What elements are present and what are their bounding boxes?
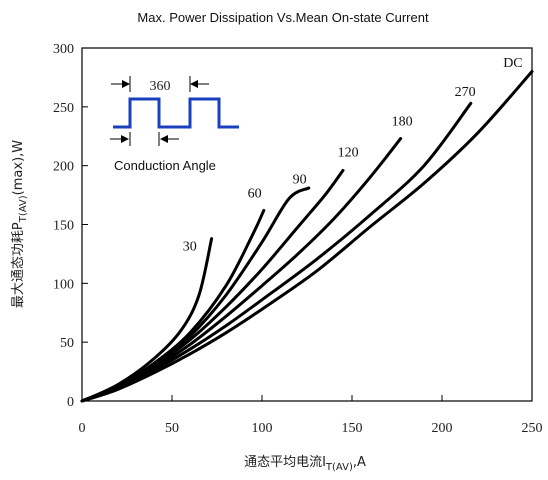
y-tick-label: 50 [60,336,74,351]
inset-angle-arrowhead-left [121,135,129,143]
x-axis-ticks: 0 50 100 150 200 250 [79,395,543,436]
x-tick-label: 100 [252,421,273,436]
series-line-90 [80,186,311,403]
x-tick-label: 250 [522,421,543,436]
y-axis-label: 最大通态功耗PT(AV)(max),W [11,140,29,308]
y-tick-label: 300 [53,42,74,57]
y-tick-label: 200 [53,160,74,175]
series-label-dc: DC [503,56,522,71]
series-label-30: 30 [183,239,197,254]
y-axis-label-main: 最大通态功耗P [11,222,26,308]
inset-period-arrowhead-left [122,80,130,88]
chart-title: Max. Power Dissipation Vs.Mean On-state … [137,10,429,25]
y-axis-label-suffix: (max),W [11,140,26,196]
series-line-dc [80,70,534,403]
x-axis-label: 通态平均电流IT(AV),A [244,455,366,473]
y-tick-label: 150 [53,219,74,234]
series-label-180: 180 [392,115,413,130]
inset-period-arrowhead-right [190,80,198,88]
series-label-120: 120 [338,145,359,160]
y-tick-label: 100 [53,277,74,292]
series-label-60: 60 [248,186,262,201]
x-tick-label: 50 [165,421,179,436]
x-axis-label-suffix: ,A [353,455,366,470]
series-label-270: 270 [455,85,476,100]
x-tick-label: 150 [342,421,363,436]
y-axis-label-sub: T(AV) [18,195,29,223]
y-axis-ticks: 0 50 100 150 200 250 300 [53,42,88,410]
conduction-angle-inset: 360 Conduction Angle [110,76,239,173]
x-axis-label-sub: T(AV) [325,462,353,473]
inset-period-label: 360 [150,79,171,94]
plot-frame [81,47,533,402]
x-axis-label-main: 通态平均电流I [244,455,326,470]
series-line-180 [80,137,403,403]
inset-caption: Conduction Angle [114,158,216,173]
series-line-120 [80,168,345,403]
y-tick-label: 0 [67,395,74,410]
y-tick-label: 250 [53,101,74,116]
x-tick-label: 0 [79,421,86,436]
series-group [80,70,534,403]
series-label-90: 90 [293,172,307,187]
series-labels: 30 60 90 120 180 270 DC [183,56,523,255]
inset-waveform [113,97,239,129]
inset-angle-arrowhead-right [160,135,168,143]
x-tick-label: 200 [432,421,453,436]
